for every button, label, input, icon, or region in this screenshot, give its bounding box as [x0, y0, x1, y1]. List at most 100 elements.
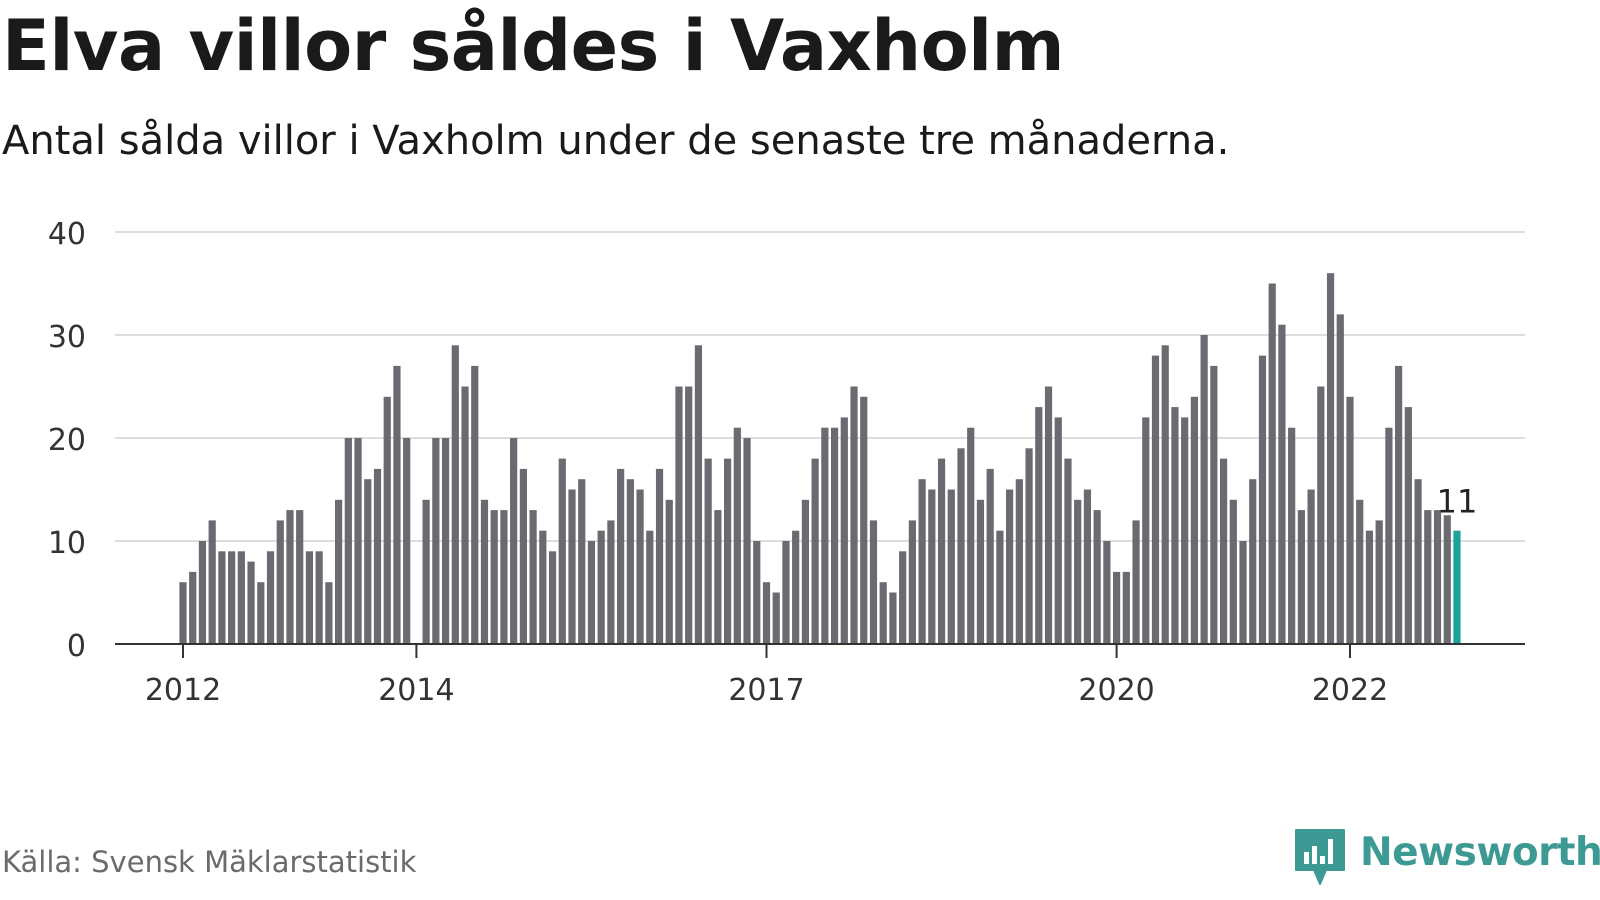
bar	[568, 489, 576, 644]
y-tick-label: 0	[67, 629, 86, 664]
bar	[1356, 499, 1364, 644]
bar	[869, 520, 878, 644]
bar	[1142, 417, 1150, 644]
x-axis: 2012 2014 2017 2020 2022	[115, 643, 1525, 708]
bar	[685, 386, 693, 644]
bar	[1083, 489, 1092, 644]
x-tick-label: 2017	[728, 673, 804, 708]
bar	[1161, 345, 1169, 644]
bar	[1132, 520, 1140, 644]
bar	[1365, 530, 1374, 644]
bar	[558, 458, 566, 644]
bar	[850, 386, 858, 644]
bar	[704, 458, 712, 644]
bar	[762, 582, 771, 644]
bar	[879, 582, 887, 644]
highlight-value-label: 11	[1437, 483, 1478, 521]
bar	[840, 417, 848, 644]
bar	[1210, 365, 1218, 644]
x-tick-label: 2012	[145, 673, 221, 708]
bar	[830, 427, 839, 644]
bar	[1297, 510, 1305, 644]
bar	[548, 551, 557, 644]
newsworthy-chat-bar-icon	[1295, 829, 1345, 885]
bar	[782, 541, 790, 644]
bar	[228, 551, 236, 644]
bar	[947, 489, 955, 644]
bar	[276, 520, 284, 644]
bar	[335, 499, 343, 644]
bar	[1249, 479, 1257, 644]
bar	[1103, 541, 1111, 644]
bar	[937, 458, 946, 644]
bar	[1074, 499, 1082, 644]
bar	[587, 541, 596, 644]
bar	[266, 551, 275, 644]
bar	[471, 365, 479, 644]
bar	[1064, 458, 1072, 644]
bar	[928, 489, 936, 644]
chart-subtitle: Antal sålda villor i Vaxholm under de se…	[2, 118, 1230, 164]
x-tick-label: 2020	[1078, 673, 1154, 708]
bar	[694, 345, 703, 644]
bar	[1288, 427, 1296, 644]
bar	[792, 530, 800, 644]
bar	[646, 530, 654, 644]
bar	[578, 479, 586, 644]
bar	[617, 468, 625, 644]
bar	[510, 438, 518, 644]
x-tick-label: 2022	[1312, 673, 1388, 708]
bar	[665, 499, 673, 644]
source-note: Källa: Svensk Mäklarstatistik	[2, 845, 417, 879]
bar	[743, 438, 751, 644]
bar	[364, 479, 372, 644]
bar	[918, 479, 926, 644]
bar	[1219, 458, 1228, 644]
bar	[860, 396, 868, 644]
bar	[1054, 417, 1062, 644]
bar	[315, 551, 323, 644]
bar	[714, 510, 722, 644]
bar	[724, 458, 732, 644]
bar	[490, 510, 498, 644]
bar	[1181, 417, 1189, 644]
bar	[1035, 407, 1043, 644]
bar	[801, 499, 809, 644]
bar	[1424, 510, 1432, 644]
bar	[344, 438, 352, 644]
bar	[607, 520, 615, 644]
bar	[1395, 365, 1403, 644]
bar	[354, 438, 362, 644]
bar	[373, 468, 382, 644]
bar	[198, 541, 207, 644]
bar	[393, 365, 401, 644]
bar	[179, 582, 187, 644]
brand-logo[interactable]: Newsworthy	[1292, 824, 1600, 888]
bar	[1307, 489, 1315, 644]
bar	[1093, 510, 1101, 644]
y-tick-label: 10	[48, 526, 86, 561]
bar	[325, 582, 333, 644]
bar	[1122, 571, 1130, 644]
bar	[976, 499, 985, 644]
bar	[636, 489, 644, 644]
bar	[889, 592, 897, 644]
bar	[967, 427, 975, 644]
bar	[257, 582, 265, 644]
bar	[1113, 571, 1121, 644]
bar	[237, 551, 245, 644]
bar	[432, 438, 440, 644]
bar	[1015, 479, 1023, 644]
bar	[1414, 479, 1422, 644]
bar	[957, 448, 965, 644]
bar	[655, 468, 664, 644]
bar	[1239, 541, 1247, 644]
bar	[529, 510, 537, 644]
bar	[1171, 407, 1179, 644]
bar	[539, 530, 547, 644]
bar	[996, 530, 1004, 644]
bar	[422, 499, 430, 644]
bar	[441, 438, 450, 644]
bar	[208, 520, 216, 644]
